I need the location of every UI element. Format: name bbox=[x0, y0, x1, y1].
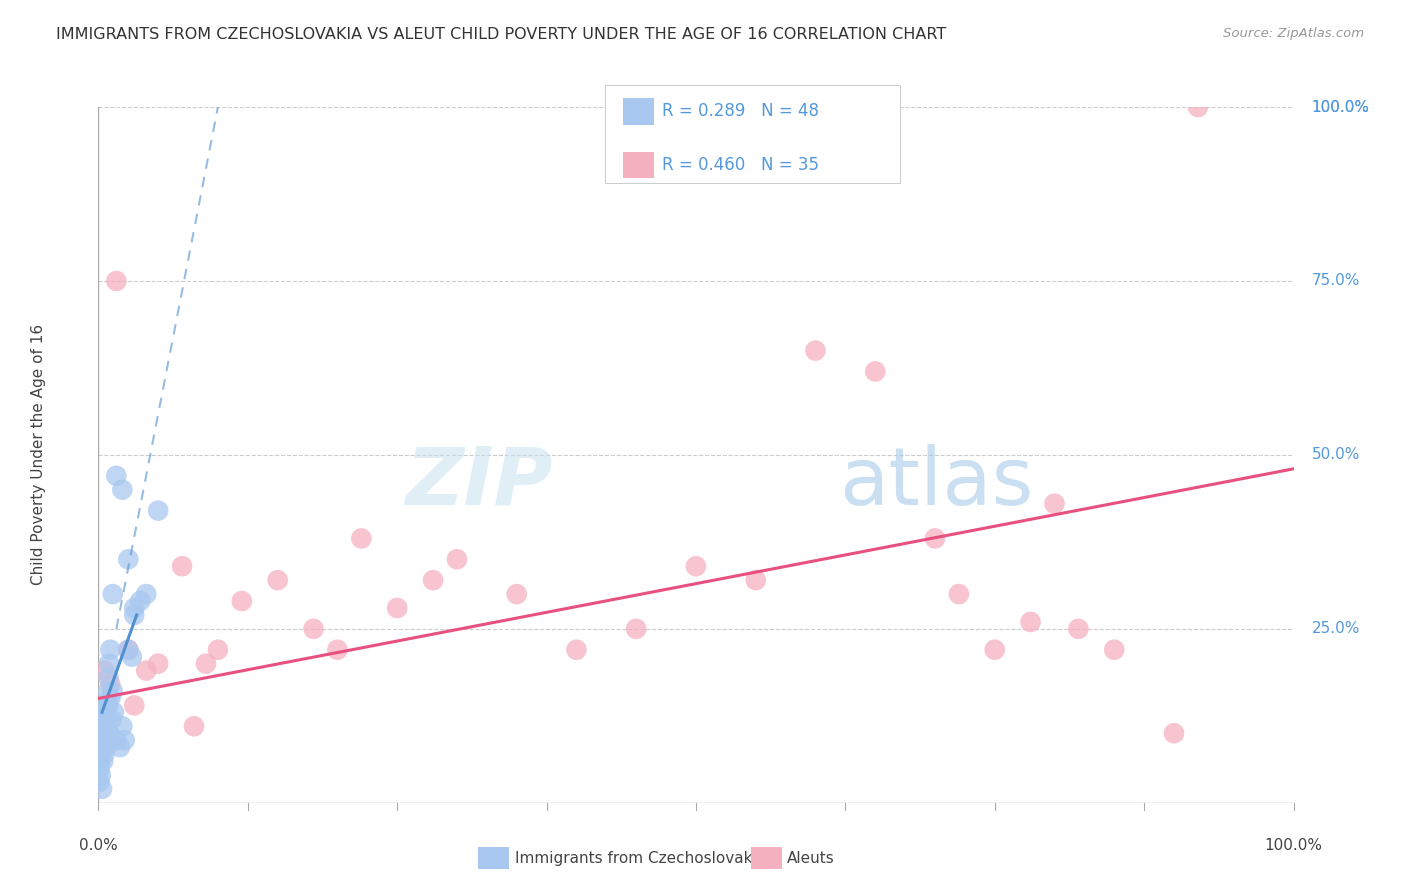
Point bbox=[267, 573, 290, 587]
Point bbox=[91, 740, 114, 755]
Text: IMMIGRANTS FROM CZECHOSLOVAKIA VS ALEUT CHILD POVERTY UNDER THE AGE OF 16 CORREL: IMMIGRANTS FROM CZECHOSLOVAKIA VS ALEUT … bbox=[56, 27, 946, 42]
Point bbox=[100, 712, 122, 726]
Point bbox=[194, 657, 217, 671]
Point bbox=[98, 691, 122, 706]
Point bbox=[326, 642, 349, 657]
Point bbox=[90, 726, 112, 740]
Point bbox=[91, 781, 114, 796]
Point bbox=[117, 552, 139, 566]
Text: Source: ZipAtlas.com: Source: ZipAtlas.com bbox=[1223, 27, 1364, 40]
Point bbox=[685, 559, 707, 574]
Point bbox=[1067, 622, 1090, 636]
Point bbox=[124, 698, 146, 713]
Point bbox=[91, 706, 114, 720]
Point bbox=[1187, 100, 1209, 114]
Point bbox=[94, 733, 117, 747]
Point bbox=[98, 657, 121, 671]
Text: R = 0.289   N = 48: R = 0.289 N = 48 bbox=[662, 103, 820, 120]
Point bbox=[96, 740, 118, 755]
Point bbox=[506, 587, 529, 601]
Point bbox=[97, 671, 120, 685]
Point bbox=[89, 775, 111, 789]
Text: 50.0%: 50.0% bbox=[1312, 448, 1360, 462]
Point bbox=[89, 754, 111, 768]
Point bbox=[948, 587, 970, 601]
Point bbox=[103, 706, 125, 720]
Point bbox=[93, 664, 115, 678]
Point bbox=[924, 532, 946, 546]
Point bbox=[745, 573, 768, 587]
Point bbox=[624, 622, 647, 636]
Point bbox=[105, 274, 128, 288]
Point bbox=[91, 754, 114, 768]
Point bbox=[96, 698, 118, 713]
Point bbox=[804, 343, 827, 358]
Point bbox=[96, 719, 118, 733]
Point bbox=[1043, 497, 1066, 511]
Point bbox=[172, 559, 194, 574]
Point bbox=[135, 587, 157, 601]
Point bbox=[124, 607, 146, 622]
Point bbox=[93, 740, 115, 755]
Point bbox=[983, 642, 1005, 657]
Text: 25.0%: 25.0% bbox=[1312, 622, 1360, 636]
Point bbox=[94, 726, 117, 740]
Point bbox=[135, 664, 157, 678]
Point bbox=[91, 733, 114, 747]
Text: Immigrants from Czechoslovakia: Immigrants from Czechoslovakia bbox=[515, 851, 766, 865]
Point bbox=[111, 719, 134, 733]
Point bbox=[101, 684, 124, 698]
Point bbox=[93, 712, 115, 726]
Point bbox=[302, 622, 325, 636]
Point bbox=[101, 587, 124, 601]
Point bbox=[108, 740, 131, 755]
Point bbox=[96, 712, 118, 726]
Point bbox=[98, 677, 122, 691]
Point bbox=[129, 594, 152, 608]
Point bbox=[117, 642, 139, 657]
Point bbox=[117, 642, 139, 657]
Text: 100.0%: 100.0% bbox=[1312, 100, 1369, 114]
Point bbox=[97, 684, 120, 698]
Point bbox=[183, 719, 205, 733]
Point bbox=[89, 761, 111, 775]
Text: 75.0%: 75.0% bbox=[1312, 274, 1360, 288]
Point bbox=[1163, 726, 1185, 740]
Point bbox=[231, 594, 253, 608]
Point bbox=[863, 364, 886, 378]
Point bbox=[207, 642, 229, 657]
Point bbox=[93, 747, 115, 761]
Point bbox=[94, 733, 117, 747]
Text: R = 0.460   N = 35: R = 0.460 N = 35 bbox=[662, 156, 820, 174]
Point bbox=[148, 657, 170, 671]
Point bbox=[350, 532, 373, 546]
Text: Child Poverty Under the Age of 16: Child Poverty Under the Age of 16 bbox=[31, 325, 46, 585]
Point bbox=[446, 552, 468, 566]
Text: 100.0%: 100.0% bbox=[1264, 838, 1323, 853]
Text: Aleuts: Aleuts bbox=[787, 851, 835, 865]
Point bbox=[422, 573, 444, 587]
Point bbox=[124, 601, 146, 615]
Point bbox=[98, 726, 121, 740]
Point bbox=[114, 733, 136, 747]
Point bbox=[121, 649, 143, 664]
Point bbox=[105, 468, 128, 483]
Text: atlas: atlas bbox=[839, 443, 1033, 522]
Point bbox=[148, 503, 170, 517]
Point bbox=[1102, 642, 1125, 657]
Text: 0.0%: 0.0% bbox=[79, 838, 118, 853]
Point bbox=[1019, 615, 1042, 629]
Point bbox=[91, 726, 114, 740]
Text: ZIP: ZIP bbox=[405, 443, 553, 522]
Point bbox=[90, 740, 112, 755]
Text: 100.0%: 100.0% bbox=[1312, 100, 1369, 114]
Point bbox=[105, 733, 128, 747]
Point bbox=[565, 642, 588, 657]
Point bbox=[98, 642, 122, 657]
Point bbox=[90, 768, 112, 782]
Point bbox=[111, 483, 134, 497]
Point bbox=[90, 747, 112, 761]
Point bbox=[385, 601, 409, 615]
Point bbox=[97, 698, 120, 713]
